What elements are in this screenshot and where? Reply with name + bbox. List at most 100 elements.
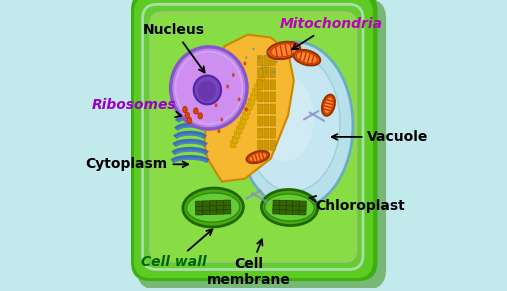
Ellipse shape bbox=[249, 152, 267, 162]
Circle shape bbox=[275, 61, 278, 63]
FancyBboxPatch shape bbox=[224, 205, 231, 210]
FancyBboxPatch shape bbox=[264, 68, 269, 77]
FancyBboxPatch shape bbox=[270, 128, 275, 138]
FancyBboxPatch shape bbox=[217, 209, 224, 214]
FancyBboxPatch shape bbox=[224, 209, 231, 214]
FancyBboxPatch shape bbox=[264, 56, 269, 65]
FancyBboxPatch shape bbox=[244, 108, 250, 115]
FancyBboxPatch shape bbox=[210, 209, 217, 214]
FancyBboxPatch shape bbox=[250, 93, 256, 100]
FancyBboxPatch shape bbox=[264, 104, 269, 114]
FancyBboxPatch shape bbox=[286, 200, 293, 206]
FancyBboxPatch shape bbox=[265, 60, 271, 67]
FancyBboxPatch shape bbox=[261, 70, 267, 77]
FancyBboxPatch shape bbox=[270, 68, 275, 77]
Circle shape bbox=[245, 56, 247, 59]
Ellipse shape bbox=[173, 50, 244, 126]
FancyBboxPatch shape bbox=[216, 200, 224, 205]
FancyBboxPatch shape bbox=[257, 79, 262, 86]
FancyBboxPatch shape bbox=[209, 200, 216, 206]
FancyBboxPatch shape bbox=[259, 74, 265, 81]
Circle shape bbox=[258, 56, 261, 59]
FancyBboxPatch shape bbox=[279, 209, 286, 214]
FancyBboxPatch shape bbox=[270, 104, 275, 114]
Ellipse shape bbox=[226, 84, 229, 88]
Text: Nucleus: Nucleus bbox=[143, 23, 205, 72]
FancyBboxPatch shape bbox=[258, 140, 263, 150]
FancyBboxPatch shape bbox=[246, 103, 252, 110]
FancyBboxPatch shape bbox=[217, 205, 224, 210]
Ellipse shape bbox=[171, 47, 247, 129]
Ellipse shape bbox=[176, 53, 241, 123]
FancyBboxPatch shape bbox=[293, 210, 300, 215]
Ellipse shape bbox=[323, 97, 333, 113]
FancyBboxPatch shape bbox=[255, 84, 260, 91]
FancyBboxPatch shape bbox=[264, 128, 269, 138]
FancyBboxPatch shape bbox=[150, 13, 356, 262]
FancyBboxPatch shape bbox=[232, 136, 238, 143]
Circle shape bbox=[265, 71, 268, 73]
FancyBboxPatch shape bbox=[224, 200, 231, 205]
FancyBboxPatch shape bbox=[196, 210, 203, 215]
FancyBboxPatch shape bbox=[230, 141, 236, 148]
FancyBboxPatch shape bbox=[134, 0, 373, 278]
FancyBboxPatch shape bbox=[258, 92, 263, 102]
FancyBboxPatch shape bbox=[273, 200, 280, 205]
Ellipse shape bbox=[198, 113, 202, 119]
FancyBboxPatch shape bbox=[264, 80, 269, 90]
FancyBboxPatch shape bbox=[270, 92, 275, 102]
FancyBboxPatch shape bbox=[240, 117, 246, 124]
Text: Ribosomes: Ribosomes bbox=[92, 98, 182, 117]
Ellipse shape bbox=[257, 75, 314, 162]
FancyBboxPatch shape bbox=[202, 201, 209, 206]
Ellipse shape bbox=[267, 42, 300, 59]
Ellipse shape bbox=[183, 106, 187, 113]
Ellipse shape bbox=[294, 50, 320, 65]
FancyBboxPatch shape bbox=[286, 205, 293, 210]
Ellipse shape bbox=[322, 95, 335, 116]
Ellipse shape bbox=[187, 193, 240, 222]
FancyBboxPatch shape bbox=[248, 98, 254, 105]
Ellipse shape bbox=[197, 81, 216, 101]
Ellipse shape bbox=[187, 117, 192, 124]
FancyBboxPatch shape bbox=[196, 205, 202, 211]
FancyBboxPatch shape bbox=[258, 128, 263, 138]
Ellipse shape bbox=[245, 53, 340, 192]
FancyBboxPatch shape bbox=[270, 80, 275, 90]
FancyBboxPatch shape bbox=[242, 112, 248, 119]
Text: Cell wall: Cell wall bbox=[141, 229, 212, 269]
FancyBboxPatch shape bbox=[270, 56, 275, 65]
Ellipse shape bbox=[194, 108, 198, 114]
Ellipse shape bbox=[262, 189, 317, 226]
FancyBboxPatch shape bbox=[299, 205, 306, 211]
FancyBboxPatch shape bbox=[210, 205, 216, 210]
Polygon shape bbox=[204, 35, 294, 182]
FancyBboxPatch shape bbox=[142, 4, 363, 269]
FancyBboxPatch shape bbox=[263, 65, 269, 72]
Text: Mitochondria: Mitochondria bbox=[280, 17, 383, 49]
Text: Cell
membrane: Cell membrane bbox=[207, 239, 291, 288]
FancyBboxPatch shape bbox=[234, 132, 240, 138]
FancyBboxPatch shape bbox=[258, 104, 263, 114]
FancyBboxPatch shape bbox=[293, 201, 300, 206]
Ellipse shape bbox=[246, 151, 269, 163]
FancyBboxPatch shape bbox=[137, 0, 386, 290]
Ellipse shape bbox=[297, 52, 317, 63]
Ellipse shape bbox=[185, 112, 190, 118]
FancyBboxPatch shape bbox=[264, 140, 269, 150]
FancyBboxPatch shape bbox=[203, 210, 210, 215]
FancyBboxPatch shape bbox=[264, 92, 269, 102]
Text: Chloroplast: Chloroplast bbox=[309, 196, 405, 213]
Circle shape bbox=[261, 67, 263, 69]
Ellipse shape bbox=[221, 118, 223, 122]
FancyBboxPatch shape bbox=[279, 205, 286, 210]
Ellipse shape bbox=[183, 188, 243, 227]
FancyBboxPatch shape bbox=[273, 205, 280, 210]
Ellipse shape bbox=[214, 103, 218, 107]
FancyBboxPatch shape bbox=[264, 116, 269, 126]
Text: Cytoplasm: Cytoplasm bbox=[86, 157, 188, 171]
FancyBboxPatch shape bbox=[293, 205, 300, 210]
FancyBboxPatch shape bbox=[203, 205, 209, 210]
FancyBboxPatch shape bbox=[258, 56, 263, 65]
Circle shape bbox=[273, 71, 275, 73]
